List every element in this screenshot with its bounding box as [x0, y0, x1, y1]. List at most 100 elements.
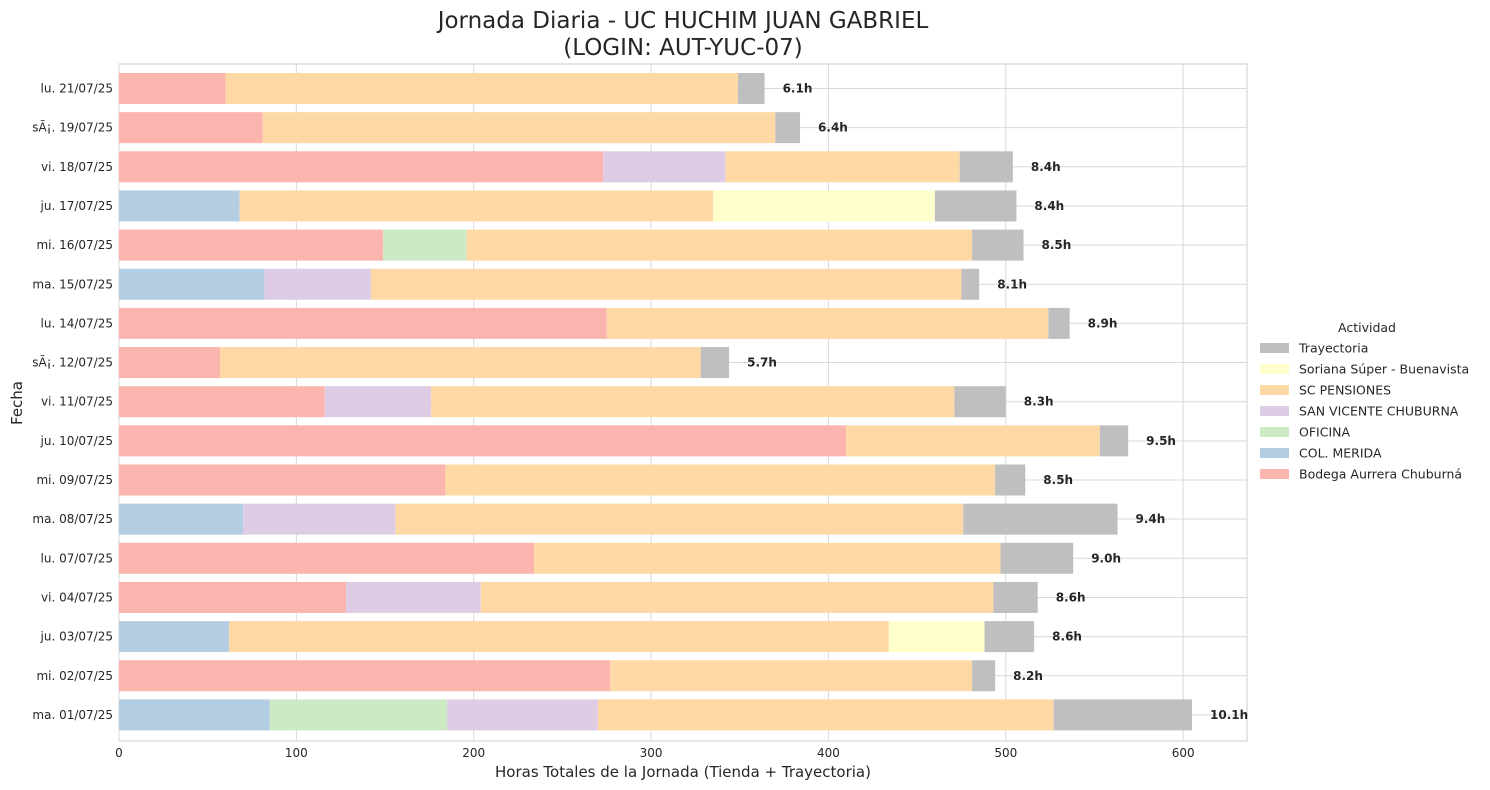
- bar-segment: [346, 581, 481, 613]
- legend-label: SC PENSIONES: [1299, 383, 1391, 398]
- y-tick-label: vi. 11/07/25: [41, 395, 113, 409]
- y-tick-label: lu. 07/07/25: [41, 551, 113, 565]
- legend-swatch: [1260, 364, 1289, 374]
- legend: Actividad Trayectoria Soriana Súper - Bue…: [1260, 320, 1469, 482]
- bar-segment: [737, 73, 765, 104]
- y-tick-label: vi. 18/07/25: [41, 160, 113, 174]
- bar-segment: [1048, 307, 1070, 339]
- bar-segment: [119, 425, 847, 457]
- y-tick-label: vi. 04/07/25: [41, 590, 113, 604]
- bar-segment: [961, 268, 980, 300]
- bar-segment: [239, 190, 714, 222]
- total-label: 8.5h: [1043, 473, 1073, 487]
- x-axis-label: Horas Totales de la Jornada (Tienda + Tr…: [495, 763, 871, 781]
- legend-label: SAN VICENTE CHUBURNA: [1299, 404, 1459, 419]
- total-label: 9.0h: [1091, 551, 1121, 565]
- total-label: 8.5h: [1042, 238, 1072, 252]
- chart-subtitle: (LOGIN: AUT-YUC-07): [563, 35, 803, 61]
- total-label: 8.4h: [1031, 160, 1061, 174]
- total-label: 8.3h: [1024, 395, 1054, 409]
- bar-segment: [597, 699, 1054, 731]
- bar-segment: [993, 581, 1038, 613]
- bar-segment: [119, 386, 325, 418]
- bar-segment: [846, 425, 1100, 457]
- y-tick-label: ju. 10/07/25: [40, 434, 113, 448]
- total-label: 8.2h: [1013, 669, 1043, 683]
- plot-area: 0 100 200 300 400 500 600 lu. 21/07/25 sÃ¡. 19/0…: [32, 63, 1248, 760]
- legend-swatch: [1260, 343, 1289, 353]
- bar-segment: [383, 229, 467, 261]
- bar-segment: [119, 542, 535, 574]
- legend-swatch: [1260, 406, 1289, 416]
- legend-label: OFICINA: [1299, 425, 1350, 440]
- bar-segment: [1053, 699, 1193, 731]
- bar-segment: [264, 268, 371, 300]
- bar-segment: [445, 464, 996, 496]
- y-tick-label: lu. 14/07/25: [41, 316, 113, 330]
- bar-segment: [119, 190, 240, 222]
- bar-segment: [480, 581, 994, 613]
- total-label: 8.6h: [1056, 590, 1086, 604]
- x-tick-label: 600: [1172, 746, 1195, 760]
- bar-segment: [984, 621, 1035, 653]
- total-label: 8.9h: [1088, 316, 1118, 330]
- total-label: 9.4h: [1136, 512, 1166, 526]
- total-label: 5.7h: [747, 356, 777, 370]
- bar-segment: [262, 112, 776, 144]
- bar-segment: [963, 503, 1118, 535]
- x-tick-label: 300: [640, 746, 663, 760]
- bar-segment: [603, 151, 726, 183]
- y-axis-label: Fecha: [8, 381, 26, 425]
- bar-segment: [324, 386, 432, 418]
- bar-segment: [534, 542, 1001, 574]
- legend-title: Actividad: [1338, 320, 1396, 335]
- bar-segment: [466, 229, 973, 261]
- bar-segment: [119, 621, 229, 653]
- bar-segment: [959, 151, 1013, 183]
- chart-title: Jornada Diaria - UC HUCHIM JUAN GABRIEL: [436, 8, 929, 34]
- x-tick-label: 400: [817, 746, 840, 760]
- total-label: 8.4h: [1034, 199, 1064, 213]
- bar-segment: [431, 386, 955, 418]
- y-tick-label: sÃ¡. 12/07/25: [32, 355, 113, 370]
- bar-segment: [119, 503, 244, 535]
- legend-swatch: [1260, 427, 1289, 437]
- bar-segment: [119, 581, 347, 613]
- bar-segment: [1099, 425, 1129, 457]
- bar-segment: [700, 347, 730, 379]
- legend-swatch: [1260, 448, 1289, 458]
- x-tick-label: 500: [994, 746, 1017, 760]
- bar-segment: [119, 464, 446, 496]
- bar-segment: [243, 503, 396, 535]
- bar-segment: [972, 660, 996, 692]
- bar-segment: [972, 229, 1024, 261]
- legend-swatch: [1260, 385, 1289, 395]
- bar-segment: [888, 621, 985, 653]
- bar-segment: [713, 190, 935, 222]
- bar-segment: [119, 347, 221, 379]
- legend-swatch: [1260, 469, 1289, 479]
- bar-segment: [119, 268, 265, 300]
- bar-segment: [225, 73, 738, 104]
- y-tick-label: mi. 02/07/25: [36, 669, 113, 683]
- bar-segment: [119, 73, 226, 104]
- bar-segment: [370, 268, 962, 300]
- legend-label: Soriana Súper - Buenavista: [1299, 362, 1469, 377]
- y-tick-label: ma. 08/07/25: [32, 512, 113, 526]
- bar-segment: [610, 660, 973, 692]
- bar-segment: [995, 464, 1026, 496]
- y-tick-label: mi. 09/07/25: [36, 473, 113, 487]
- x-tick-label: 200: [462, 746, 485, 760]
- legend-label: Bodega Aurrera Chuburná: [1299, 467, 1462, 482]
- legend-label: Trayectoria: [1298, 341, 1368, 356]
- bar-segment: [119, 307, 607, 339]
- y-tick-label: ju. 03/07/25: [40, 630, 113, 644]
- total-label: 10.1h: [1210, 708, 1248, 722]
- x-tick-label: 0: [115, 746, 123, 760]
- bar-segment: [119, 699, 270, 731]
- bar-segment: [228, 621, 889, 653]
- bar-segment: [606, 307, 1049, 339]
- bar-segment: [395, 503, 964, 535]
- total-label: 8.6h: [1052, 630, 1082, 644]
